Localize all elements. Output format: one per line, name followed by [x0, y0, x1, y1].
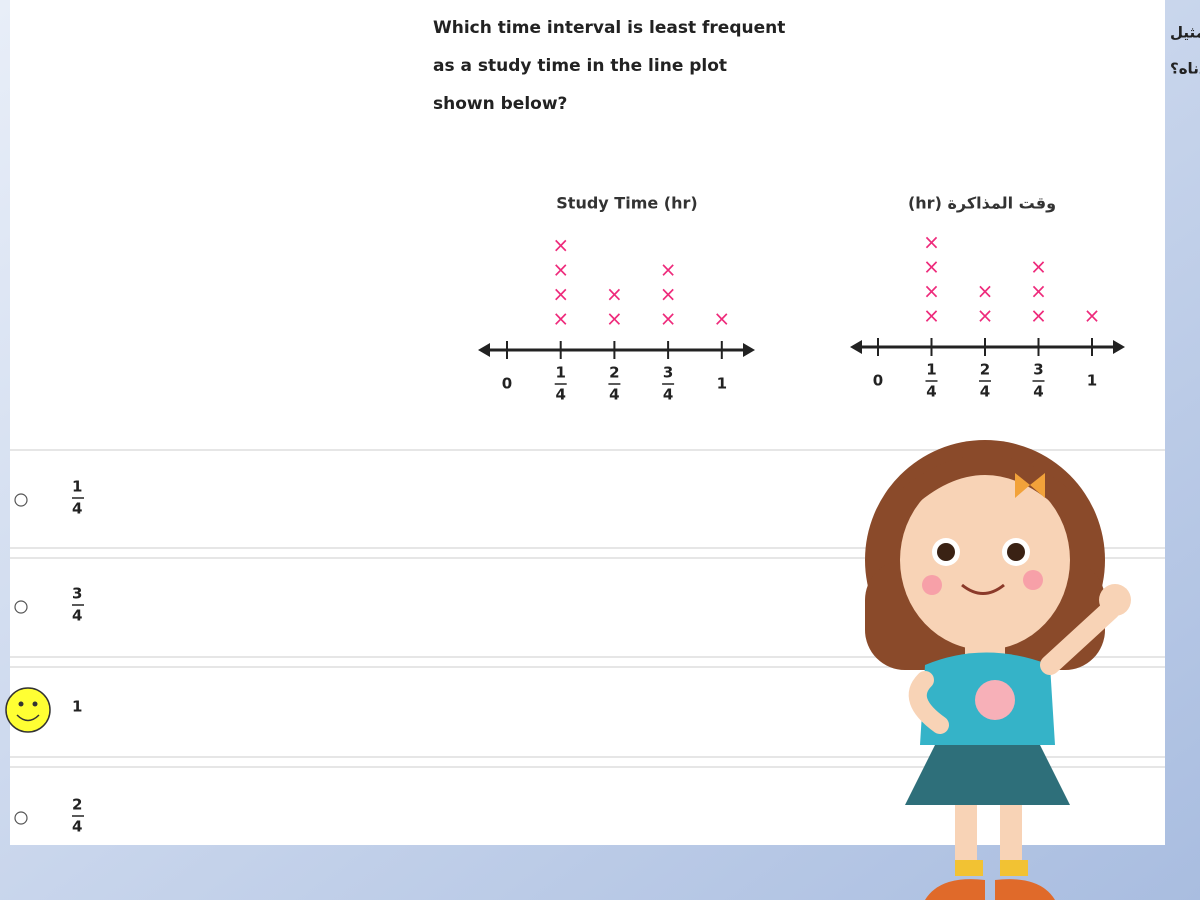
cursor — [5, 687, 51, 733]
radio-button[interactable] — [14, 811, 28, 825]
answer-option[interactable]: 1 — [72, 698, 82, 716]
option-label: 1 — [72, 698, 82, 716]
tick-label-numerator: 1 — [926, 361, 936, 379]
option-label-denominator: 4 — [72, 607, 82, 625]
tick-label: 0 — [502, 375, 512, 393]
question-text: Which time interval is least frequent — [433, 18, 785, 38]
tick-label-numerator: 3 — [1033, 361, 1043, 379]
tick-label-numerator: 2 — [980, 361, 990, 379]
option-label-numerator: 3 — [72, 585, 82, 603]
option-label-numerator: 2 — [72, 796, 82, 814]
tick-label-numerator: 1 — [555, 364, 565, 382]
tick-label-numerator: 3 — [663, 364, 673, 382]
tick-label: 0 — [873, 372, 883, 390]
tick-label: 1 — [717, 375, 727, 393]
option-label-denominator: 4 — [72, 818, 82, 836]
x-mark: × — [923, 279, 940, 303]
tick-label-denominator: 4 — [555, 386, 565, 404]
question-text-arabic: البياني بالنقاط المجمعة الموضح أدناه؟ — [1170, 59, 1200, 78]
x-mark: × — [1084, 304, 1101, 328]
tick-label-denominator: 4 — [926, 383, 936, 401]
plot-title: وقت المذاكرة (hr) — [908, 194, 1056, 213]
x-mark: × — [552, 307, 569, 331]
tick-label-numerator: 2 — [609, 364, 619, 382]
question-text-arabic: ما الفترة الزمنية الأقل تكرارًا كوقت مذا… — [1170, 24, 1200, 42]
tick-label-denominator: 4 — [663, 386, 673, 404]
x-mark: × — [606, 307, 623, 331]
option-label-numerator: 1 — [72, 478, 82, 496]
tick-label: 1 — [1087, 372, 1097, 390]
tick-label-denominator: 4 — [609, 386, 619, 404]
x-mark: × — [552, 258, 569, 282]
x-mark: × — [660, 307, 677, 331]
answer-option[interactable]: 24 — [14, 796, 84, 836]
x-mark: × — [1030, 304, 1047, 328]
x-mark: × — [660, 282, 677, 306]
tick-label-denominator: 4 — [980, 383, 990, 401]
x-mark: × — [977, 304, 994, 328]
x-mark: × — [606, 282, 623, 306]
answer-option[interactable]: 14 — [14, 478, 84, 518]
x-mark: × — [1030, 279, 1047, 303]
x-mark: × — [552, 233, 569, 257]
question-text: as a study time in the line plot — [433, 56, 727, 76]
tick-label-denominator: 4 — [1033, 383, 1043, 401]
x-mark: × — [552, 282, 569, 306]
x-mark: × — [977, 279, 994, 303]
question-text: shown below? — [433, 94, 567, 114]
x-mark: × — [713, 307, 730, 331]
plot-title: Study Time (hr) — [556, 194, 697, 213]
radio-button[interactable] — [14, 600, 28, 614]
answer-option[interactable]: 34 — [14, 585, 84, 625]
x-mark: × — [923, 230, 940, 254]
content: Which time interval is least frequent as … — [10, 18, 1200, 836]
x-mark: × — [923, 255, 940, 279]
x-mark: × — [660, 258, 677, 282]
girl-illustration — [865, 440, 1131, 900]
radio-button[interactable] — [14, 493, 28, 507]
x-mark: × — [923, 304, 940, 328]
option-label-denominator: 4 — [72, 500, 82, 518]
x-mark: × — [1030, 255, 1047, 279]
